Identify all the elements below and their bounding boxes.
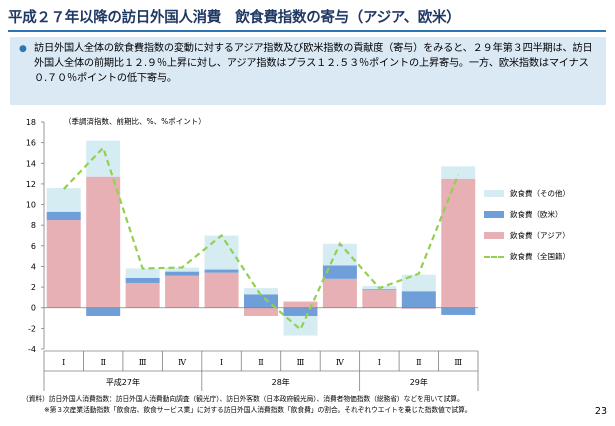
x-tick-label: Ⅱ: [258, 358, 263, 367]
legend-label-total: 飲食費（全国籍）: [510, 252, 570, 261]
x-tick-label: Ⅳ: [178, 358, 187, 367]
x-tick-label: Ⅰ: [378, 358, 381, 367]
bar-western: [204, 269, 239, 273]
unit-note: （季調済指数、前期比、%、%ポイント）: [64, 116, 206, 126]
legend-label-western: 飲食費（欧米）: [510, 210, 563, 219]
bar-asia: [204, 272, 239, 308]
year-group-label: 29年: [410, 377, 428, 387]
bar-western: [362, 289, 397, 291]
bar-asia: [362, 290, 397, 308]
bar-other: [244, 288, 278, 295]
bar-other: [322, 243, 357, 266]
y-tick-label: 10: [26, 201, 36, 210]
bar-western: [401, 291, 436, 308]
bar-other: [86, 140, 121, 177]
bar-western: [165, 271, 200, 276]
bar-asia: [86, 176, 121, 308]
summary-text: 訪日外国人全体の飲食費指数の変動に対するアジア指数及び欧米指数の貢献度（寄与）を…: [34, 43, 593, 84]
bar-asia: [125, 282, 160, 308]
bar-asia: [46, 220, 81, 308]
bar-western: [86, 307, 121, 316]
bar-asia: [401, 307, 436, 309]
legend-item-total: 飲食費（全国籍）: [484, 246, 570, 267]
y-tick-label: 16: [26, 139, 36, 148]
chart-legend: 飲食費（その他） 飲食費（欧米） 飲食費（アジア） 飲食費（全国籍）: [484, 183, 570, 267]
bullet-icon: ●: [19, 44, 27, 54]
legend-swatch-other: [484, 190, 504, 197]
bar-asia: [283, 301, 318, 308]
x-tick-label: Ⅲ: [454, 358, 462, 367]
x-tick-label: Ⅱ: [100, 358, 105, 367]
x-tick-label: Ⅰ: [62, 358, 65, 367]
y-tick-label: 8: [31, 221, 36, 230]
legend-label-other: 飲食費（その他）: [510, 189, 570, 198]
y-tick-label: -4: [28, 345, 36, 354]
total-line: [62, 145, 460, 332]
bar-western: [441, 307, 476, 315]
bar-western: [322, 265, 357, 279]
y-tick-label: 2: [31, 283, 36, 292]
bar-asia: [244, 307, 278, 316]
bar-other: [401, 274, 436, 292]
legend-label-asia: 飲食費（アジア）: [510, 231, 570, 240]
legend-swatch-western: [484, 211, 504, 218]
bar-other: [125, 268, 160, 278]
y-tick-label: 4: [31, 262, 36, 271]
page-title: 平成２７年以降の訪日外国人消費 飲食費指数の寄与（アジア、欧米）: [8, 10, 461, 26]
legend-item-western: 飲食費（欧米）: [484, 204, 570, 225]
x-tick-label: Ⅰ: [220, 358, 223, 367]
bar-western: [46, 211, 81, 221]
bar-other: [165, 267, 200, 272]
bar-asia: [322, 278, 357, 308]
source-footnote: （資料）訪日外国人消費指数：訪日外国人消費動向調査（観光庁）、訪日外客数（日本政…: [22, 395, 464, 403]
bar-other: [283, 315, 318, 336]
method-footnote: ※第３次産業活動指数「飲食店、飲食サービス業」に対する訪日外国人消費指数「飲食費…: [44, 406, 472, 414]
y-tick-label: 0: [31, 304, 36, 313]
bar-western: [244, 294, 278, 308]
bar-other: [46, 188, 81, 212]
y-tick-label: 14: [26, 159, 36, 168]
bar-asia: [165, 275, 200, 308]
year-group-label: 平成27年: [106, 377, 140, 387]
x-tick-label: Ⅲ: [297, 358, 305, 367]
legend-swatch-total: [484, 255, 504, 258]
y-tick-label: 12: [26, 180, 36, 189]
legend-swatch-asia: [484, 232, 504, 239]
y-tick-label: -2: [28, 324, 36, 333]
y-tick-label: 18: [26, 118, 36, 127]
x-tick-label: Ⅲ: [139, 358, 147, 367]
bar-asia: [441, 178, 476, 308]
summary-box: ● 訪日外国人全体の飲食費指数の変動に対するアジア指数及び欧米指数の貢献度（寄与…: [10, 37, 606, 105]
legend-item-asia: 飲食費（アジア）: [484, 225, 570, 246]
stacked-bar-chart: -4 -2 0 2 4 6 8 10 12 14 16 18 （季調済指数、前期比、%、%ポイント） Ⅰ Ⅱ…: [26, 116, 479, 391]
page-number: 23: [594, 406, 607, 417]
y-tick-label: 6: [31, 242, 36, 251]
bar-western: [283, 307, 318, 316]
legend-item-other: 飲食費（その他）: [484, 183, 570, 204]
year-group-label: 28年: [272, 377, 290, 387]
title-underline: [8, 30, 606, 32]
bar-other: [441, 166, 476, 179]
x-tick-label: Ⅱ: [416, 358, 421, 367]
x-tick-label: Ⅳ: [336, 358, 345, 367]
bar-western: [125, 277, 160, 283]
